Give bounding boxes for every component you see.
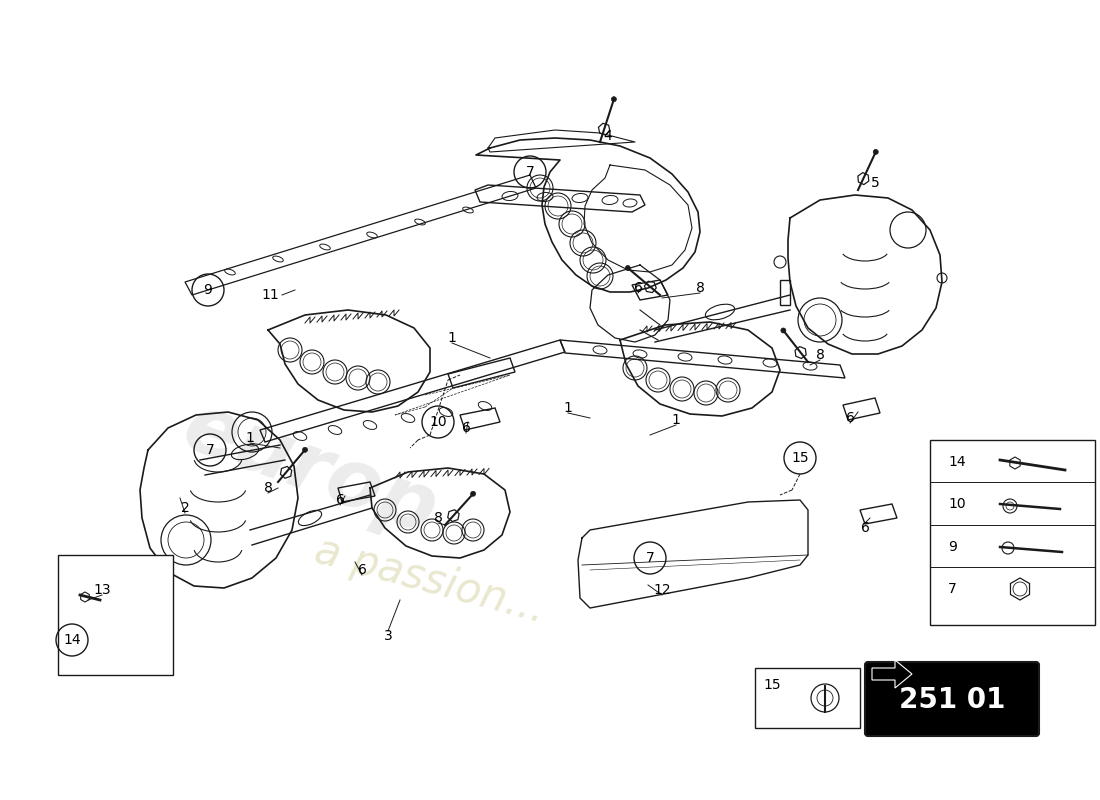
Text: 9: 9 xyxy=(948,540,957,554)
Text: 6: 6 xyxy=(846,411,855,425)
Text: 1: 1 xyxy=(448,331,456,345)
Text: 6: 6 xyxy=(358,563,366,577)
Text: 7: 7 xyxy=(526,165,535,179)
Circle shape xyxy=(124,594,129,598)
Text: 6: 6 xyxy=(634,281,642,295)
FancyBboxPatch shape xyxy=(58,555,173,675)
Text: 11: 11 xyxy=(261,288,279,302)
Text: 7: 7 xyxy=(206,443,214,457)
Text: 9: 9 xyxy=(204,283,212,297)
Circle shape xyxy=(873,150,878,154)
Text: europ: europ xyxy=(173,388,448,552)
Circle shape xyxy=(625,266,630,270)
Polygon shape xyxy=(872,660,912,688)
Text: 8: 8 xyxy=(695,281,704,295)
Text: 8: 8 xyxy=(264,481,273,495)
Text: 1: 1 xyxy=(245,431,254,445)
Text: 6: 6 xyxy=(462,421,471,435)
Circle shape xyxy=(612,97,616,102)
Text: 12: 12 xyxy=(653,583,671,597)
Text: 2: 2 xyxy=(180,501,189,515)
Text: 15: 15 xyxy=(763,678,781,692)
Text: 3: 3 xyxy=(384,629,393,643)
Text: 5: 5 xyxy=(870,176,879,190)
Circle shape xyxy=(302,447,308,452)
Text: 4: 4 xyxy=(604,129,613,143)
Text: 7: 7 xyxy=(948,582,957,596)
Text: 14: 14 xyxy=(63,633,80,647)
Text: 1: 1 xyxy=(672,413,681,427)
Text: 251 01: 251 01 xyxy=(899,686,1005,714)
Circle shape xyxy=(471,491,475,496)
FancyBboxPatch shape xyxy=(865,662,1040,736)
Text: 7: 7 xyxy=(646,551,654,565)
FancyBboxPatch shape xyxy=(755,668,860,728)
Text: 1: 1 xyxy=(563,401,572,415)
Text: 6: 6 xyxy=(860,521,869,535)
Text: 6: 6 xyxy=(336,493,344,507)
Text: 8: 8 xyxy=(433,511,442,525)
Text: 15: 15 xyxy=(791,451,808,465)
Text: 10: 10 xyxy=(948,497,966,511)
Text: a passion...: a passion... xyxy=(310,529,550,631)
FancyBboxPatch shape xyxy=(930,440,1094,625)
Text: 8: 8 xyxy=(815,348,824,362)
Text: 10: 10 xyxy=(429,415,447,429)
Text: 13: 13 xyxy=(94,583,111,597)
Circle shape xyxy=(781,328,785,333)
Text: 14: 14 xyxy=(948,455,966,469)
